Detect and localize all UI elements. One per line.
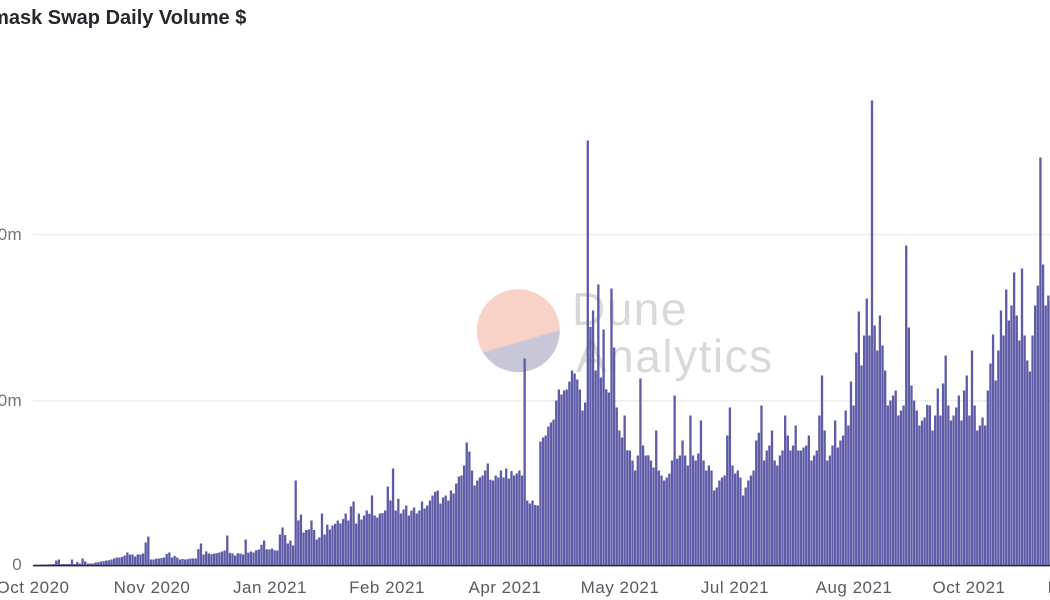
- svg-text:Analytics: Analytics: [576, 330, 774, 382]
- svg-text:Dune: Dune: [572, 283, 688, 335]
